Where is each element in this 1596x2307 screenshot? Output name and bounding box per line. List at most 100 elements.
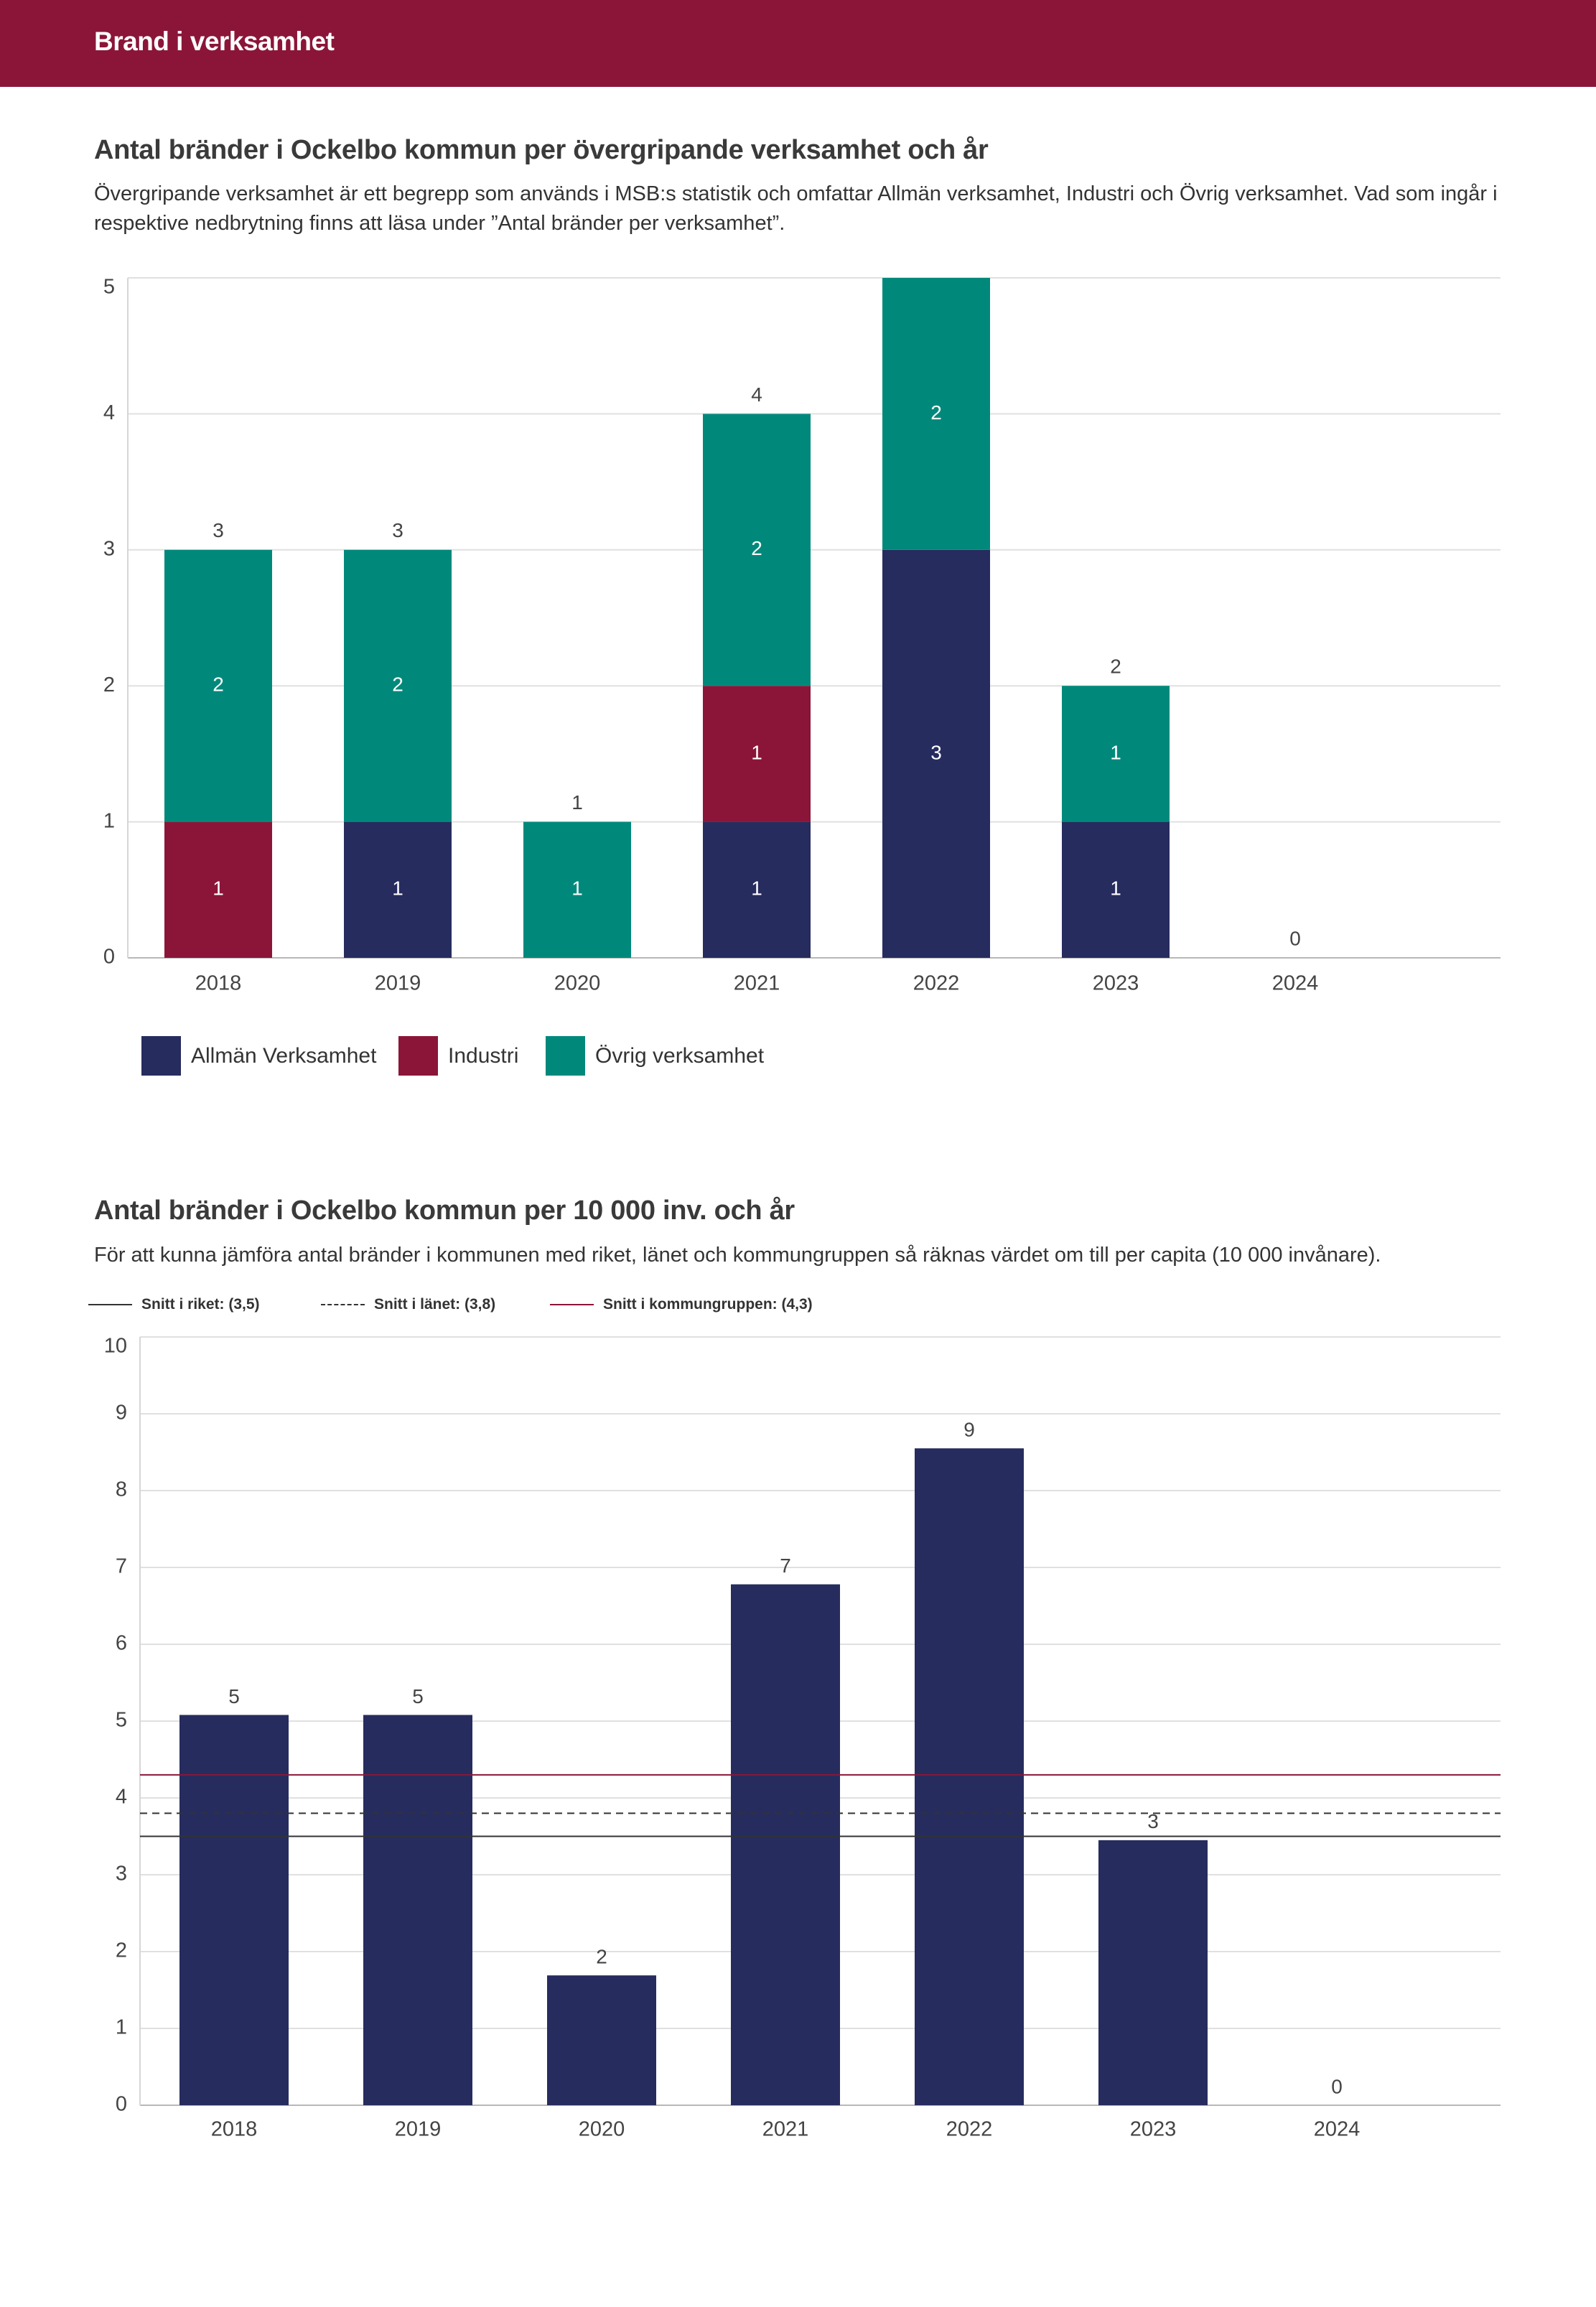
- chart1-y-tick-label: 3: [103, 537, 115, 560]
- chart1-segment-label-2020-ovrig-verksamhet: 1: [571, 877, 583, 900]
- chart2-bar-2022: [915, 1448, 1024, 2105]
- chart2-data-label-2022: 9: [963, 1419, 975, 1441]
- chart1-bar-2020-ovrig-verksamhet: [523, 821, 631, 958]
- chart1-total-label-2023: 2: [1110, 656, 1121, 678]
- chart2-y-tick-label: 0: [116, 2093, 127, 2116]
- chart2-y-tick-label: 7: [116, 1555, 127, 1578]
- chart1-y-tick-label: 1: [103, 809, 115, 832]
- chart2-x-tick-label-2022: 2022: [946, 2118, 993, 2141]
- chart2-bar-2019: [363, 1715, 472, 2105]
- chart2-x-tick-label-2019: 2019: [395, 2118, 442, 2141]
- chart1-segment-label-2022-ovrig-verksamhet: 2: [930, 401, 942, 424]
- chart1-x-tick-label-2020: 2020: [554, 972, 601, 995]
- chart1-bar-2022-ovrig-verksamhet: [882, 278, 990, 550]
- chart2-bar-2018: [179, 1715, 289, 2105]
- legend-item-snitt-lanet: Snitt i länet: (3,8): [321, 1295, 495, 1315]
- chart1-total-label-2024: 0: [1289, 927, 1301, 949]
- chart1-bar-2021-industri: [703, 686, 811, 822]
- chart1-y-tick-label: 0: [103, 946, 115, 969]
- chart1-segment-label-2021-industri: 1: [751, 741, 762, 763]
- legend-item-industri: Industri: [398, 1036, 518, 1076]
- chart2-y-tick-label: 9: [116, 1402, 127, 1425]
- legend-label-ovrig: Övrig verksamhet: [595, 1043, 765, 1068]
- legend-swatch-industri: [398, 1036, 438, 1076]
- legend-label-allman: Allmän Verksamhet: [191, 1043, 377, 1068]
- chart2-data-label-2020: 2: [596, 1946, 607, 1968]
- legend-label-snitt-riket: Snitt i riket: (3,5): [141, 1296, 260, 1313]
- chart2-description: För att kunna jämföra antal bränder i ko…: [94, 1244, 1381, 1267]
- chart1-bar-2021-allman-verksamhet: [703, 821, 811, 958]
- chart1-x-tick-label-2024: 2024: [1272, 972, 1319, 995]
- chart2-y-tick-label: 5: [116, 1709, 127, 1732]
- legend-item-snitt-kommungruppen: Snitt i kommungruppen: (4,3): [550, 1295, 813, 1315]
- chart1-total-label-2019: 3: [392, 519, 403, 541]
- chart2-x-tick-label-2024: 2024: [1314, 2118, 1361, 2141]
- legend-label-industri: Industri: [448, 1043, 519, 1068]
- chart1-segment-label-2018-industri: 1: [213, 877, 224, 900]
- chart1-bar-2018-ovrig-verksamhet: [164, 549, 272, 822]
- chart2-y-tick-label: 8: [116, 1478, 127, 1501]
- chart2-y-tick-label: 6: [116, 1632, 127, 1655]
- chart2-x-tick-label-2018: 2018: [211, 2118, 258, 2141]
- chart1-x-tick-label-2023: 2023: [1093, 972, 1139, 995]
- chart1-x-tick-label-2021: 2021: [734, 972, 780, 995]
- chart1-y-tick-label: 2: [103, 674, 115, 696]
- chart1-x-tick-label-2019: 2019: [375, 972, 421, 995]
- chart1-segment-label-2023-ovrig-verksamhet: 1: [1110, 741, 1121, 763]
- chart2-y-tick-label: 1: [116, 2016, 127, 2039]
- chart2-data-label-2021: 7: [780, 1555, 791, 1577]
- chart1-total-label-2021: 4: [751, 383, 762, 406]
- chart1-bar-2021-ovrig-verksamhet: [703, 414, 811, 686]
- chart2-per-capita-bar-chart: 0 1 2 3 4 5 6 7 8 9 10 2018 2019 2020 2021 2022 2023 2024…: [104, 1335, 1501, 2141]
- chart1-bar-2018-industri: [164, 821, 272, 958]
- chart1-segment-label-2023-allman-verksamhet: 1: [1110, 877, 1121, 900]
- legend-item-snitt-riket: Snitt i riket: (3,5): [88, 1295, 260, 1315]
- chart2-data-label-2023: 3: [1147, 1810, 1159, 1832]
- chart2-y-tick-label: 2: [116, 1939, 127, 1962]
- legend-label-snitt-lanet: Snitt i länet: (3,8): [374, 1296, 496, 1313]
- chart1-bar-2019-ovrig-verksamhet: [344, 549, 452, 822]
- chart1-x-tick-label-2022: 2022: [913, 972, 960, 995]
- chart1-total-label-2020: 1: [571, 791, 583, 814]
- chart1-x-tick-label-2018: 2018: [195, 972, 242, 995]
- legend-item-allman: Allmän Verksamhet: [141, 1036, 376, 1076]
- chart1-segment-label-2021-ovrig-verksamhet: 2: [751, 537, 762, 559]
- chart1-title: Antal bränder i Ockelbo kommun per överg…: [94, 135, 989, 165]
- chart2-y-tick-label: 3: [116, 1863, 127, 1886]
- chart1-segment-label-2019-allman-verksamhet: 1: [392, 877, 403, 900]
- chart1-y-tick-label: 5: [103, 276, 115, 299]
- chart2-data-label-2018: 5: [228, 1685, 240, 1707]
- legend-line-snitt-lanet: [321, 1304, 365, 1305]
- chart1-segment-label-2019-ovrig-verksamhet: 2: [392, 674, 403, 696]
- chart1-description: Övergripande verksamhet är ett begrepp s…: [94, 182, 1498, 235]
- chart1-segment-label-2021-allman-verksamhet: 1: [751, 877, 762, 900]
- chart2-y-tick-label: 10: [104, 1335, 127, 1358]
- chart2-title: Antal bränder i Ockelbo kommun per 10 00…: [94, 1196, 795, 1226]
- chart1-segment-label-2018-ovrig-verksamhet: 2: [213, 674, 224, 696]
- chart1-segment-label-2022-allman-verksamhet: 3: [930, 741, 942, 763]
- legend-item-ovrig: Övrig verksamhet: [546, 1036, 764, 1076]
- chart2-data-label-2024: 0: [1331, 2075, 1343, 2097]
- chart2-x-tick-label-2020: 2020: [579, 2118, 625, 2141]
- chart1-bar-2022-allman-verksamhet: [882, 549, 990, 958]
- chart1-bar-2023-allman-verksamhet: [1062, 821, 1170, 958]
- page-header-title: Brand i verksamhet: [94, 27, 335, 56]
- legend-line-snitt-riket: [88, 1304, 132, 1305]
- chart1-bar-2019-allman-verksamhet: [344, 821, 452, 958]
- chart2-x-tick-label-2021: 2021: [762, 2118, 809, 2141]
- chart1-total-label-2018: 3: [213, 519, 224, 541]
- chart2-data-label-2019: 5: [412, 1685, 424, 1707]
- legend-line-snitt-kommungruppen: [550, 1304, 594, 1305]
- chart2-bar-2021: [731, 1584, 840, 2105]
- legend-label-snitt-kommungruppen: Snitt i kommungruppen: (4,3): [603, 1296, 813, 1313]
- chart2-y-tick-label: 4: [116, 1786, 127, 1809]
- chart2-bar-2023: [1098, 1840, 1208, 2105]
- chart1-bar-2023-ovrig-verksamhet: [1062, 686, 1170, 822]
- chart2-bar-2020: [547, 1975, 656, 2105]
- chart2-x-tick-label-2023: 2023: [1130, 2118, 1177, 2141]
- legend-swatch-allman: [141, 1036, 181, 1076]
- chart1-y-tick-label: 4: [103, 401, 115, 424]
- legend-swatch-ovrig: [546, 1036, 585, 1076]
- page-header: Brand i verksamhet: [0, 0, 1596, 87]
